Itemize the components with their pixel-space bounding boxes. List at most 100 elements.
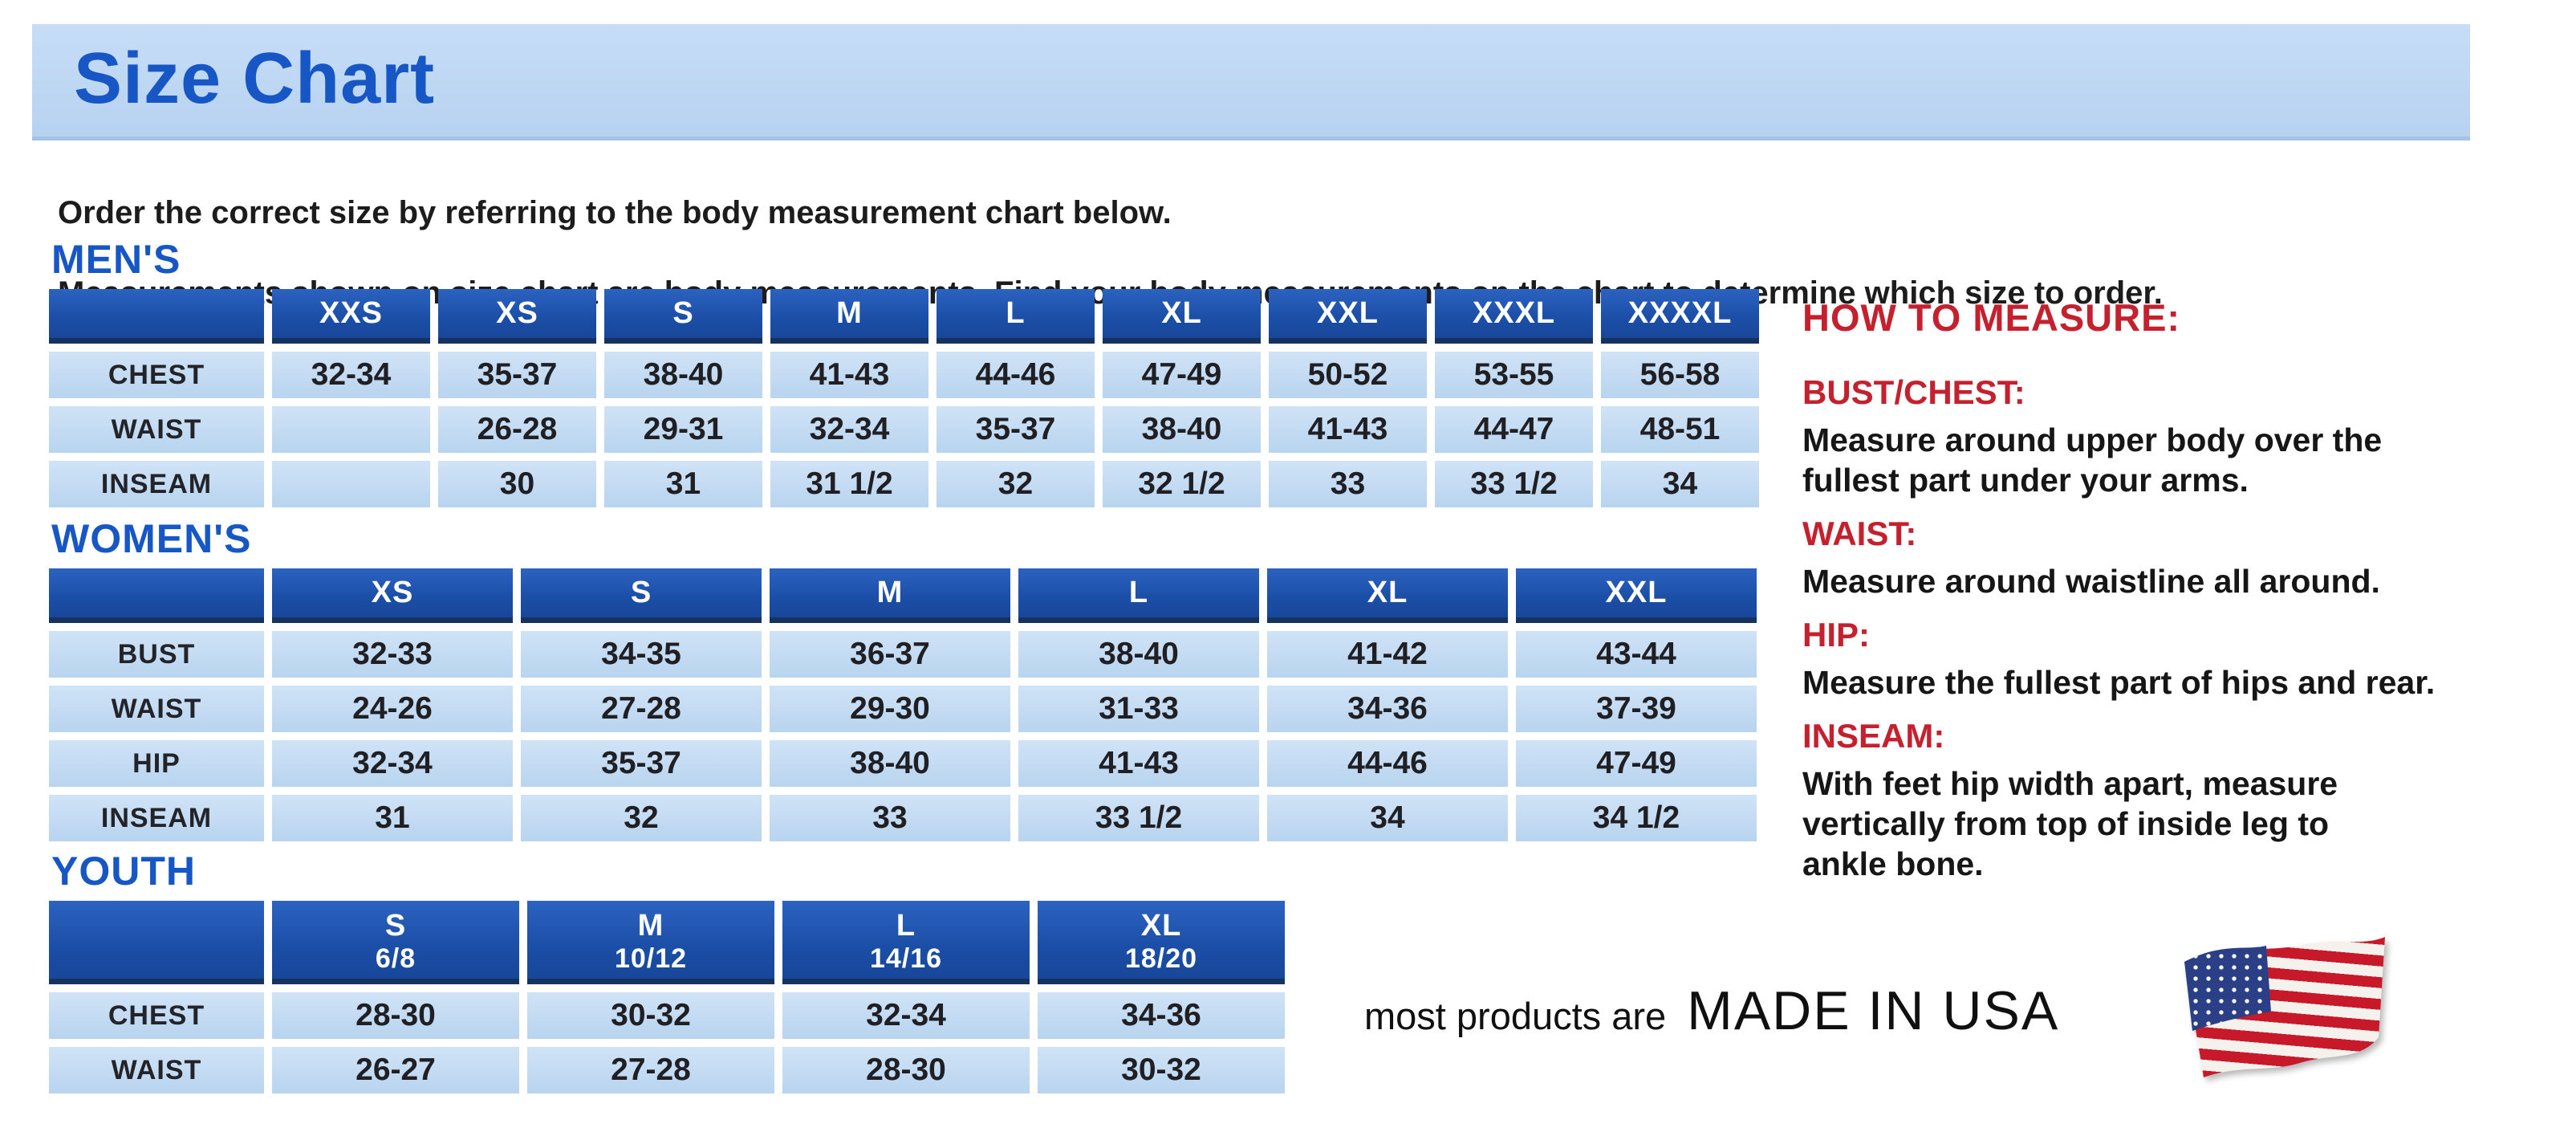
column-header: XXXL bbox=[1435, 289, 1593, 344]
row-label: INSEAM bbox=[49, 461, 264, 507]
table-cell: 37-39 bbox=[1516, 686, 1757, 732]
youth-range-label: 14/16 bbox=[869, 943, 943, 974]
youth-range-label: 10/12 bbox=[614, 943, 688, 974]
table-cell: 44-46 bbox=[937, 352, 1095, 398]
corner-cell bbox=[49, 289, 264, 344]
measure-item-label: INSEAM: bbox=[1802, 717, 1945, 755]
made-in-usa-text: MADE IN USA bbox=[1687, 980, 2060, 1041]
youth-size-label: S bbox=[384, 908, 407, 943]
table-cell: 31 1/2 bbox=[770, 461, 928, 507]
table-cell: 34-36 bbox=[1038, 992, 1285, 1039]
column-header: XS bbox=[438, 289, 596, 344]
column-header: S 6/8 bbox=[272, 901, 519, 984]
table-header-row: S 6/8 M 10/12 L 14/16 XL 18/20 bbox=[49, 901, 1285, 984]
table-cell: 35-37 bbox=[937, 406, 1095, 453]
table-cell: 43-44 bbox=[1516, 631, 1757, 678]
row-label: WAIST bbox=[49, 1047, 264, 1093]
how-to-measure-panel: HOW TO MEASURE: BUST/CHEST: Measure arou… bbox=[1802, 295, 2557, 898]
table-cell: 47-49 bbox=[1516, 740, 1757, 787]
table-cell: 34-36 bbox=[1267, 686, 1508, 732]
row-label: BUST bbox=[49, 631, 264, 678]
table-cell: 29-30 bbox=[770, 686, 1010, 732]
table-cell bbox=[272, 406, 430, 453]
intro-line-1: Order the correct size by referring to t… bbox=[58, 195, 1172, 230]
table-cell: 38-40 bbox=[1103, 406, 1261, 453]
row-label: WAIST bbox=[49, 406, 264, 453]
table-cell bbox=[272, 461, 430, 507]
column-header: M 10/12 bbox=[527, 901, 774, 984]
table-row: CHEST 28-30 30-32 32-34 34-36 bbox=[49, 992, 1285, 1039]
table-cell: 33 1/2 bbox=[1435, 461, 1593, 507]
column-header: XS bbox=[272, 568, 513, 623]
row-label: WAIST bbox=[49, 686, 264, 732]
title-banner: Size Chart bbox=[32, 24, 2470, 140]
measure-item-text: Measure the fullest part of hips and rea… bbox=[1802, 664, 2436, 701]
table-cell: 24-26 bbox=[272, 686, 513, 732]
table-cell: 38-40 bbox=[770, 740, 1010, 787]
measure-item-label: WAIST: bbox=[1802, 515, 1917, 552]
corner-cell bbox=[49, 901, 264, 984]
table-cell: 28-30 bbox=[272, 992, 519, 1039]
table-cell: 33 bbox=[1269, 461, 1427, 507]
table-cell: 32 1/2 bbox=[1103, 461, 1261, 507]
column-header: XL 18/20 bbox=[1038, 901, 1285, 984]
table-cell: 34-35 bbox=[521, 631, 762, 678]
table-cell: 28-30 bbox=[782, 1047, 1030, 1093]
table-row: CHEST 32-34 35-37 38-40 41-43 44-46 47-4… bbox=[49, 352, 1759, 398]
table-cell: 41-43 bbox=[1269, 406, 1427, 453]
measure-item-label: HIP: bbox=[1802, 616, 1870, 654]
measure-item-inseam: INSEAM: With feet hip width apart, measu… bbox=[1802, 717, 2557, 884]
table-cell: 35-37 bbox=[521, 740, 762, 787]
table-cell: 32-34 bbox=[770, 406, 928, 453]
table-row: BUST 32-33 34-35 36-37 38-40 41-42 43-44 bbox=[49, 631, 1757, 678]
table-cell: 41-42 bbox=[1267, 631, 1508, 678]
youth-range-label: 6/8 bbox=[375, 943, 416, 974]
table-cell: 30 bbox=[438, 461, 596, 507]
column-header: XXXXL bbox=[1601, 289, 1759, 344]
table-header-row: XS S M L XL XXL bbox=[49, 568, 1757, 623]
table-cell: 38-40 bbox=[604, 352, 762, 398]
youth-size-label: M bbox=[637, 908, 664, 943]
made-in-usa-prefix: most products are bbox=[1364, 995, 1667, 1037]
row-label: INSEAM bbox=[49, 795, 264, 841]
column-header: XL bbox=[1103, 289, 1261, 344]
row-label: HIP bbox=[49, 740, 264, 787]
column-header: S bbox=[604, 289, 762, 344]
table-cell: 48-51 bbox=[1601, 406, 1759, 453]
corner-cell bbox=[49, 568, 264, 623]
table-row: INSEAM 30 31 31 1/2 32 32 1/2 33 33 1/2 … bbox=[49, 461, 1759, 507]
section-heading-mens: MEN'S bbox=[51, 237, 181, 282]
table-cell: 53-55 bbox=[1435, 352, 1593, 398]
youth-range-label: 18/20 bbox=[1124, 943, 1198, 974]
table-cell: 26-28 bbox=[438, 406, 596, 453]
table-cell: 38-40 bbox=[1018, 631, 1259, 678]
table-cell: 31 bbox=[604, 461, 762, 507]
mens-size-table: XXS XS S M L XL XXL XXXL XXXXL CHEST 32-… bbox=[41, 281, 1767, 515]
table-cell: 34 1/2 bbox=[1516, 795, 1757, 841]
measure-item-text: With feet hip width apart, measure verti… bbox=[1802, 765, 2338, 882]
row-label: CHEST bbox=[49, 992, 264, 1039]
table-cell: 32 bbox=[521, 795, 762, 841]
table-cell: 47-49 bbox=[1103, 352, 1261, 398]
table-cell: 32-33 bbox=[272, 631, 513, 678]
page-title: Size Chart bbox=[74, 39, 436, 119]
column-header: L bbox=[937, 289, 1095, 344]
table-cell: 26-27 bbox=[272, 1047, 519, 1093]
table-cell: 56-58 bbox=[1601, 352, 1759, 398]
table-cell: 33 bbox=[770, 795, 1010, 841]
measure-item-hip: HIP: Measure the fullest part of hips an… bbox=[1802, 616, 2557, 702]
table-cell: 34 bbox=[1267, 795, 1508, 841]
column-header: XXL bbox=[1516, 568, 1757, 623]
column-header: XXL bbox=[1269, 289, 1427, 344]
measure-item-text: Measure around waistline all around. bbox=[1802, 563, 2380, 600]
table-cell: 31 bbox=[272, 795, 513, 841]
how-to-measure-heading: HOW TO MEASURE: bbox=[1802, 296, 2181, 339]
table-cell: 32-34 bbox=[272, 740, 513, 787]
table-cell: 36-37 bbox=[770, 631, 1010, 678]
column-header: M bbox=[770, 289, 928, 344]
table-cell: 33 1/2 bbox=[1018, 795, 1259, 841]
column-header: L bbox=[1018, 568, 1259, 623]
table-row: HIP 32-34 35-37 38-40 41-43 44-46 47-49 bbox=[49, 740, 1757, 787]
table-cell: 27-28 bbox=[527, 1047, 774, 1093]
table-row: WAIST 26-28 29-31 32-34 35-37 38-40 41-4… bbox=[49, 406, 1759, 453]
